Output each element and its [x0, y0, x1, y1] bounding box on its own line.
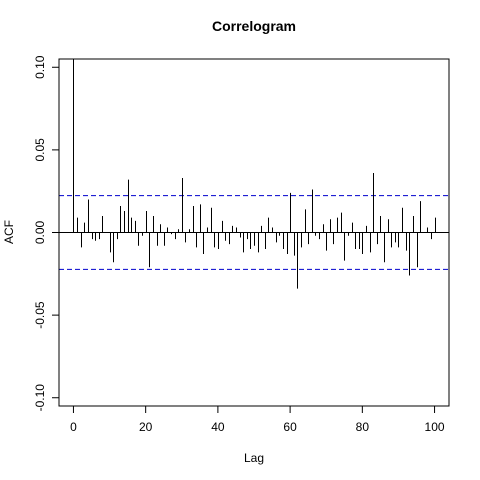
x-tick-label-0: 0 [70, 420, 77, 434]
y-tick-label-0.05: 0.05 [33, 138, 47, 162]
x-tick-label-40: 40 [211, 420, 225, 434]
y-tick-label--0.10: -0.10 [33, 384, 47, 412]
plot-area [59, 0, 449, 406]
y-axis-label: ACF [2, 220, 16, 244]
x-tick-label-60: 60 [283, 420, 297, 434]
x-tick-label-100: 100 [425, 420, 445, 434]
y-axis: -0.10 -0.05 0.00 0.05 0.10 [33, 55, 59, 411]
chart-title: Correlogram [212, 18, 296, 34]
y-tick-label--0.05: -0.05 [33, 301, 47, 329]
y-tick-label-0.10: 0.10 [33, 55, 47, 79]
y-tick-label-0.00: 0.00 [33, 220, 47, 244]
x-tick-label-20: 20 [139, 420, 153, 434]
x-axis-label: Lag [244, 451, 264, 465]
x-tick-label-80: 80 [356, 420, 370, 434]
x-axis: 0 20 40 60 80 100 [70, 406, 445, 434]
acf-spikes [74, 0, 436, 289]
